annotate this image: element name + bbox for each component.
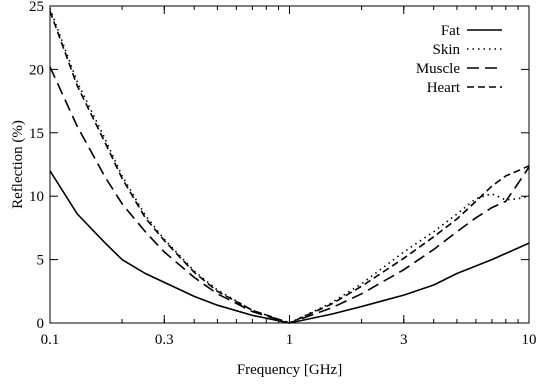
x-tick-label: 0.3 [155,332,174,348]
x-tick-label: 3 [400,332,408,348]
y-ticks: 0 5 10 15 20 25 [29,0,529,332]
series-line-fat [49,170,530,324]
series-lines [49,8,530,324]
y-tick-label: 15 [29,126,44,142]
y-axis-title: Reflection (%) [10,120,26,209]
legend-label-skin: Skin [432,42,460,58]
series-line-heart [49,10,530,324]
x-ticks: 0.1 0.3 1 3 10 [41,6,537,348]
x-axis-title: Frequency [GHz] [237,362,342,378]
y-tick-label: 0 [37,316,45,332]
y-tick-label: 5 [37,253,45,269]
series-line-muscle [49,66,530,324]
y-tick-label: 20 [29,62,44,78]
legend-label-fat: Fat [441,23,461,39]
y-tick-label: 10 [29,189,44,205]
y-tick-label: 25 [29,0,44,15]
x-tick-label: 0.1 [41,332,60,348]
x-tick-label: 10 [522,332,537,348]
legend: Fat Skin Muscle Heart [416,23,502,96]
legend-label-heart: Heart [427,80,461,96]
x-tick-label: 1 [286,332,294,348]
legend-label-muscle: Muscle [416,61,461,77]
